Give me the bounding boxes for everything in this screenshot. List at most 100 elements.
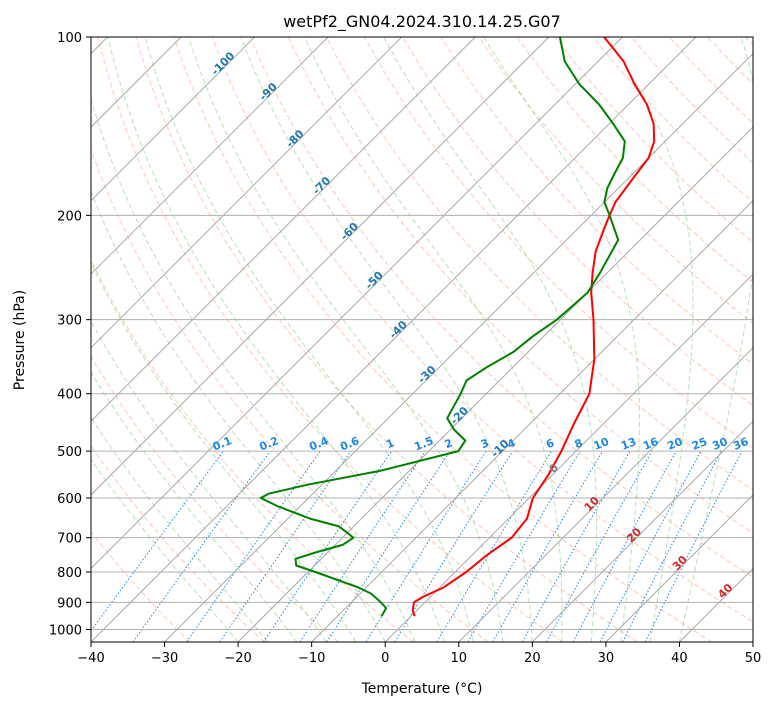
dry-adiabat — [478, 37, 753, 324]
mixing-ratio-label: 25 — [690, 435, 709, 453]
x-tick-label: 20 — [524, 651, 541, 666]
mixing-ratio-label: 3 — [479, 436, 491, 451]
y-tick-label: 200 — [57, 209, 82, 224]
y-tick-label: 400 — [57, 388, 82, 403]
dry-adiabat — [97, 37, 563, 642]
isotherm — [91, 37, 403, 349]
dry-adiabat — [592, 37, 753, 204]
data-layer — [259, 37, 656, 617]
grid-layer — [91, 37, 753, 642]
dry-adiabat — [135, 37, 638, 642]
mixing-ratio-label: 36 — [731, 435, 750, 453]
dry-adiabat — [440, 37, 753, 365]
moist-adiabat — [240, 37, 533, 642]
mixing-ratio-label: 2 — [443, 436, 455, 451]
x-tick-label: 0 — [381, 651, 389, 666]
chart-title: wetPf2_GN04.2024.310.14.25.G07 — [283, 12, 561, 32]
moist-adiabat — [607, 37, 694, 642]
mixing-ratio-line — [572, 450, 677, 642]
dry-adiabat — [211, 37, 753, 623]
isotherm — [91, 37, 256, 202]
mixing-ratio-line — [622, 450, 722, 642]
mixing-ratio-label: 13 — [619, 435, 638, 453]
y-tick-label: 1000 — [49, 623, 82, 638]
y-tick-label: 100 — [57, 31, 82, 46]
mixing-ratio-line — [644, 450, 743, 642]
isotherm — [91, 37, 550, 496]
dry-adiabat — [287, 37, 753, 534]
mixing-ratio-line — [436, 450, 552, 642]
mixing-ratio-line — [522, 450, 631, 642]
dry-adiabat — [91, 148, 489, 642]
y-axis-label: Pressure (hPa) — [12, 290, 28, 390]
dry-adiabat — [91, 530, 191, 642]
x-tick-label: 10 — [451, 651, 468, 666]
x-tick-label: 30 — [598, 651, 615, 666]
mixing-ratio-line — [91, 450, 224, 632]
moist-adiabat — [91, 190, 386, 642]
dry-adiabat — [91, 355, 340, 642]
mixing-ratio-line — [599, 450, 702, 642]
mixing-ratio-line — [263, 450, 392, 642]
x-tick-label: −10 — [298, 651, 325, 666]
dry-adiabat — [173, 37, 713, 642]
isotherm — [458, 347, 753, 642]
moist-adiabat — [304, 37, 563, 642]
mixing-ratio-line — [546, 450, 653, 642]
moist-adiabat — [91, 320, 327, 642]
y-tick-label: 800 — [57, 566, 82, 581]
isotherm — [531, 420, 753, 642]
isotherm — [605, 494, 753, 642]
isotherm — [91, 37, 329, 275]
moist-adiabat — [383, 37, 598, 642]
y-tick-label: 500 — [57, 445, 82, 460]
isotherm — [384, 273, 753, 642]
x-tick-label: −20 — [224, 651, 251, 666]
dry-adiabat — [249, 37, 753, 578]
isotherm — [91, 37, 623, 570]
isotherm — [237, 126, 753, 642]
dry-adiabat — [326, 37, 753, 491]
mixing-ratio-label: 8 — [573, 436, 585, 451]
x-axis-label: Temperature (°C) — [361, 681, 483, 697]
isotherm — [164, 52, 753, 642]
dry-adiabat — [91, 258, 414, 642]
mixing-ratio-line — [365, 450, 487, 642]
mixing-ratio-line — [326, 450, 451, 642]
x-tick-label: −30 — [151, 651, 178, 666]
x-tick-label: 40 — [671, 651, 688, 666]
dewpoint-profile — [259, 37, 626, 617]
mixing-ratio-line — [132, 450, 271, 642]
moist-adiabat — [483, 37, 640, 642]
mixing-ratio-line — [394, 450, 514, 642]
y-tick-label: 900 — [57, 596, 82, 611]
isotherm — [91, 37, 697, 642]
moist-adiabat — [91, 458, 239, 642]
isotherm — [311, 199, 753, 642]
y-tick-label: 600 — [57, 492, 82, 507]
mixing-ratio-label: 10 — [592, 435, 611, 453]
dry-adiabat — [516, 37, 753, 284]
moist-adiabat — [91, 261, 357, 642]
mixing-ratio-label: 20 — [665, 435, 684, 453]
temperature-profile — [411, 37, 656, 617]
mixing-ratio-line — [299, 450, 426, 642]
mixing-ratio-line — [219, 450, 352, 642]
y-tick-label: 700 — [57, 532, 82, 547]
moist-adiabat — [144, 37, 474, 642]
mixing-ratio-label: 16 — [641, 435, 660, 453]
dry-adiabat — [402, 37, 753, 407]
plot-frame — [90, 36, 754, 643]
y-tick-label: 300 — [57, 314, 82, 329]
x-tick-label: −40 — [77, 651, 104, 666]
moist-adiabat — [91, 416, 268, 642]
mixing-ratio-label: 1 — [384, 436, 396, 451]
isotherm — [91, 37, 476, 423]
mixing-ratio-line — [186, 450, 321, 642]
moist-adiabat — [678, 37, 753, 642]
x-tick-label: 50 — [745, 651, 762, 666]
moist-adiabat — [188, 37, 504, 642]
mixing-ratio-label: 30 — [711, 435, 730, 453]
